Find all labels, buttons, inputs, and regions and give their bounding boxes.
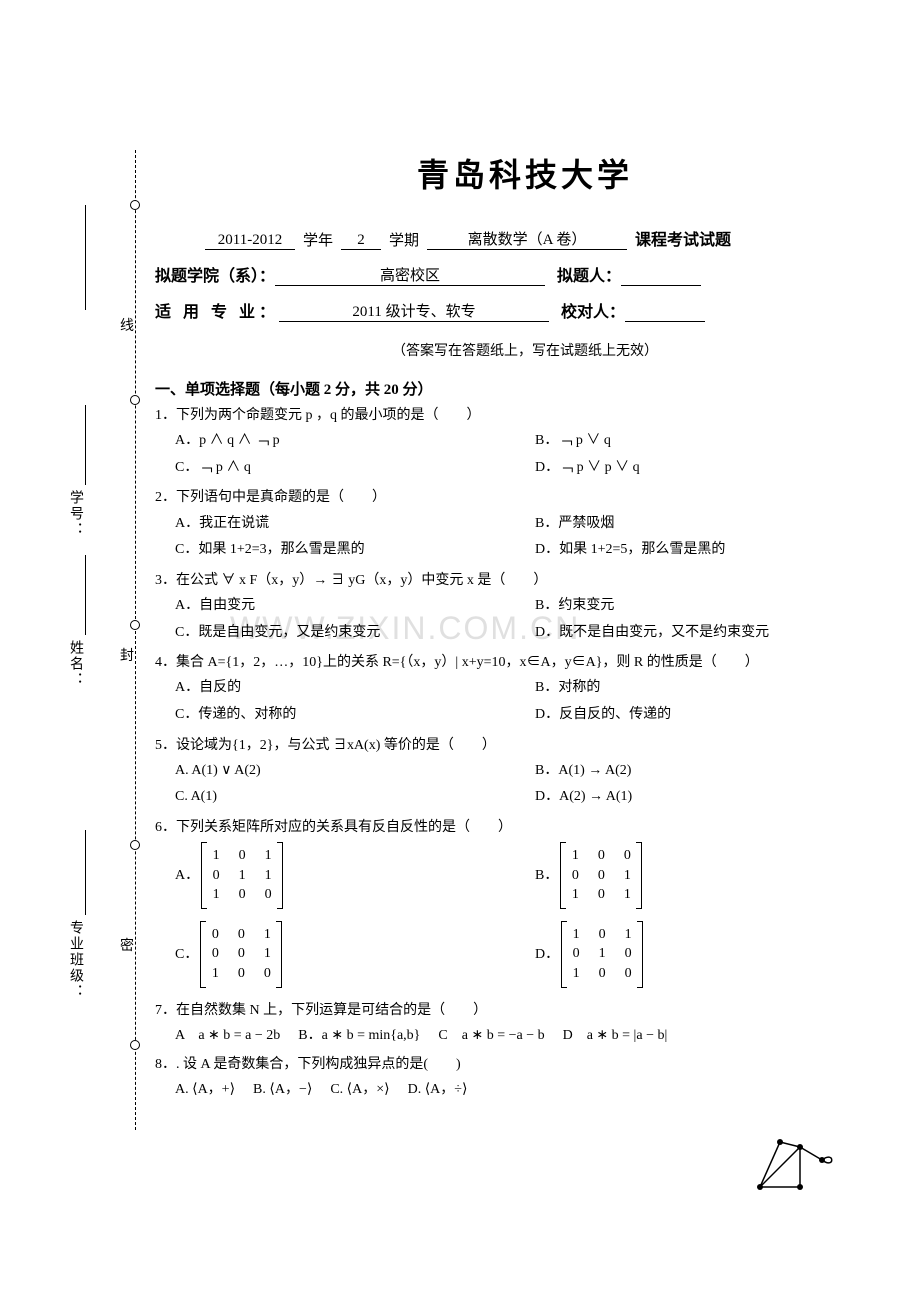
q1-C: C．﹁ p ∧ q	[175, 455, 535, 482]
binding-label-name: 姓名：	[65, 640, 85, 688]
q6-matrix-B: 100001101	[558, 842, 644, 909]
year-field: 2011-2012	[205, 232, 295, 250]
q2-D: D．如果 1+2=5，那么雪是黑的	[535, 537, 895, 564]
q8-C: C. ⟨A，×⟩	[330, 1077, 389, 1102]
header-row-3: 适 用 专 业： 2011 级计专、软专 校对人：	[155, 298, 895, 322]
q3-D: D．既不是自由变元，又不是约束变元	[535, 620, 895, 647]
q2-stem: 2．下列语句中是真命题的是（ ）	[155, 485, 895, 510]
q1-A: A．p ∧ q ∧ ﹁ p	[175, 428, 535, 455]
q4-stem: 4．集合 A={1，2，…，10}上的关系 R={（x，y）| x+y=10，x…	[155, 650, 895, 675]
q3-stem: 3．在公式 ∀ x F（x，y）→ ∃ yG（x，y）中变元 x 是（ ）	[155, 568, 895, 593]
punch-circle	[130, 1040, 140, 1050]
header-row-2: 拟题学院（系）： 高密校区 拟题人：	[155, 262, 895, 286]
q7-stem: 7．在自然数集 N 上，下列运算是可结合的是（ ）	[155, 998, 895, 1023]
dept-label: 拟题学院（系）：	[155, 262, 275, 286]
q5-D: D．A(2) → A(1)	[535, 784, 895, 811]
author-label: 拟题人：	[545, 262, 621, 286]
binding-underline	[85, 555, 86, 635]
binding-char-mi: 密	[120, 935, 134, 955]
exam-label: 课程考试试题	[627, 226, 731, 250]
q5: 5．设论域为{1，2}，与公式 ∃xA(x) 等价的是（ ） A. A(1) ∨…	[155, 733, 895, 811]
q7-D: D a ∗ b = |a − b|	[563, 1023, 668, 1048]
q6-matrix-C: 001001100	[198, 921, 284, 988]
graph-figure	[750, 1132, 840, 1202]
semester-label: 学期	[381, 229, 427, 250]
q5-C: C. A(1)	[175, 784, 535, 811]
university-title: 青岛科技大学	[155, 150, 895, 196]
q6-B-label: B．	[535, 863, 558, 888]
author-field	[621, 285, 701, 286]
punch-circle	[130, 200, 140, 210]
header-row-1: 2011-2012 学年 2 学期 离散数学（A 卷） 课程考试试题	[155, 226, 895, 250]
q5-B: B．A(1) → A(2)	[535, 758, 895, 785]
q3-A: A．自由变元	[175, 593, 535, 620]
major-field: 2011 级计专、软专	[279, 300, 549, 322]
binding-underline	[85, 205, 86, 310]
binding-char-xian: 线	[120, 315, 134, 335]
course-field: 离散数学（A 卷）	[427, 228, 627, 250]
q6-C-label: C．	[175, 942, 198, 967]
q2-C: C．如果 1+2=3，那么雪是黑的	[175, 537, 535, 564]
q7-A: A a ∗ b = a − 2b	[175, 1023, 280, 1048]
q6: 6．下列关系矩阵所对应的关系具有反自反性的是（ ） A．101011100 B．…	[155, 815, 895, 990]
q7: 7．在自然数集 N 上，下列运算是可结合的是（ ） A a ∗ b = a − …	[155, 998, 895, 1048]
checker-field	[625, 321, 705, 322]
q6-stem: 6．下列关系矩阵所对应的关系具有反自反性的是（ ）	[155, 815, 895, 840]
q4: 4．集合 A={1，2，…，10}上的关系 R={（x，y）| x+y=10，x…	[155, 650, 895, 728]
q5-A: A. A(1) ∨ A(2)	[175, 758, 535, 785]
q8-B: B. ⟨A，−⟩	[253, 1077, 312, 1102]
q4-B: B．对称的	[535, 675, 895, 702]
major-label: 适 用 专 业：	[155, 298, 279, 322]
binding-char-feng: 封	[120, 645, 134, 665]
q6-D-label: D．	[535, 942, 559, 967]
punch-circle	[130, 620, 140, 630]
q8: 8．. 设 A 是奇数集合，下列构成独异点的是( ) A. ⟨A，+⟩ B. ⟨…	[155, 1052, 895, 1102]
q7-B: B．a ∗ b = min{a,b}	[298, 1023, 420, 1048]
punch-circle	[130, 395, 140, 405]
section-1-title: 一、单项选择题（每小题 2 分，共 20 分）	[155, 378, 895, 399]
q2-A: A．我正在说谎	[175, 511, 535, 538]
q2-B: B．严禁吸烟	[535, 511, 895, 538]
binding-label-id: 学号：	[65, 490, 85, 538]
q1: 1．下列为两个命题变元 p ，q 的最小项的是（ ） A．p ∧ q ∧ ﹁ p…	[155, 403, 895, 481]
q3-B: B．约束变元	[535, 593, 895, 620]
q8-stem: 8．. 设 A 是奇数集合，下列构成独异点的是( )	[155, 1052, 895, 1077]
binding-underline	[85, 830, 86, 915]
q7-C: C a ∗ b = −a − b	[438, 1023, 544, 1048]
q4-C: C．传递的、对称的	[175, 702, 535, 729]
q1-B: B．﹁ p ∨ q	[535, 428, 895, 455]
binding-label-class: 专业班级：	[65, 920, 85, 1000]
q8-A: A. ⟨A，+⟩	[175, 1077, 235, 1102]
q3: 3．在公式 ∀ x F（x，y）→ ∃ yG（x，y）中变元 x 是（ ） A．…	[155, 568, 895, 646]
q6-matrix-D: 101010100	[559, 921, 645, 988]
instruction: （答案写在答题纸上，写在试题纸上无效）	[155, 340, 895, 360]
q4-D: D．反自反的、传递的	[535, 702, 895, 729]
dept-field: 高密校区	[275, 264, 545, 286]
q3-C: C．既是自由变元，又是约束变元	[175, 620, 535, 647]
binding-dotted-line	[135, 150, 136, 1130]
punch-circle	[130, 840, 140, 850]
binding-margin: 密 封 线 专业班级： 姓名： 学号：	[0, 0, 140, 1302]
q6-A-label: A．	[175, 863, 199, 888]
q8-D: D. ⟨A，÷⟩	[408, 1077, 468, 1102]
q6-matrix-A: 101011100	[199, 842, 285, 909]
year-label: 学年	[295, 229, 341, 250]
checker-label: 校对人：	[549, 298, 625, 322]
binding-underline	[85, 405, 86, 485]
exam-content: 青岛科技大学 2011-2012 学年 2 学期 离散数学（A 卷） 课程考试试…	[155, 150, 895, 1106]
q2: 2．下列语句中是真命题的是（ ） A．我正在说谎 B．严禁吸烟 C．如果 1+2…	[155, 485, 895, 563]
q4-A: A．自反的	[175, 675, 535, 702]
q1-stem: 1．下列为两个命题变元 p ，q 的最小项的是（ ）	[155, 403, 895, 428]
q5-stem: 5．设论域为{1，2}，与公式 ∃xA(x) 等价的是（ ）	[155, 733, 895, 758]
semester-field: 2	[341, 232, 381, 250]
q1-D: D．﹁ p ∨ p ∨ q	[535, 455, 895, 482]
